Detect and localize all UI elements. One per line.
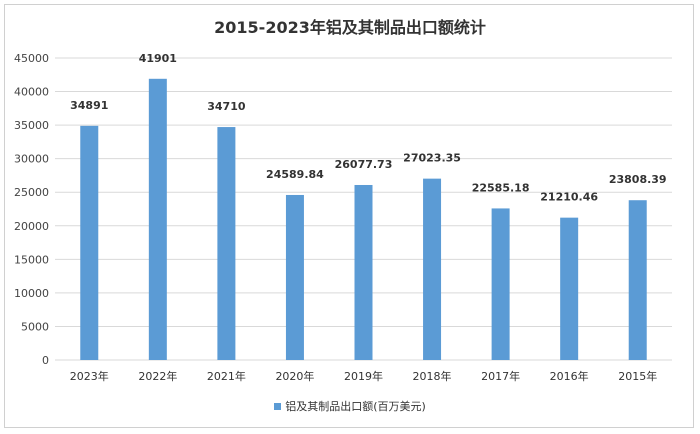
y-tick-label: 15000 (14, 253, 49, 266)
y-tick-label: 25000 (14, 186, 49, 199)
y-tick-label: 0 (42, 354, 49, 367)
chart-legend: 铝及其制品出口额(百万美元) (0, 398, 700, 414)
data-label: 34710 (207, 100, 246, 113)
x-tick-label: 2020年 (275, 369, 314, 383)
data-label: 26077.73 (335, 158, 393, 171)
y-tick-label: 20000 (14, 220, 49, 233)
legend-label: 铝及其制品出口额(百万美元) (285, 400, 426, 413)
chart-frame (4, 4, 694, 428)
y-tick-label: 35000 (14, 119, 49, 132)
bar (560, 217, 579, 360)
data-label: 22585.18 (472, 181, 530, 194)
data-label: 21210.46 (540, 191, 598, 204)
bar (628, 200, 647, 360)
bar (491, 208, 510, 360)
x-tick-label: 2018年 (413, 369, 452, 383)
x-tick-label: 2019年 (344, 369, 383, 383)
bar (217, 127, 236, 360)
data-label: 27023.35 (403, 152, 461, 165)
chart-title: 2015-2023年铝及其制品出口额统计 (214, 18, 486, 37)
bar (80, 125, 99, 360)
legend-swatch (274, 402, 282, 410)
y-tick-label: 5000 (21, 320, 49, 333)
bar (285, 194, 304, 360)
y-tick-label: 45000 (14, 52, 49, 65)
bar (354, 184, 373, 360)
y-tick-label: 10000 (14, 287, 49, 300)
bar (423, 178, 442, 360)
data-label: 41901 (139, 52, 177, 65)
x-tick-label: 2023年 (70, 369, 109, 383)
data-label: 34891 (70, 99, 108, 112)
x-tick-label: 2015年 (618, 369, 657, 383)
x-tick-label: 2021年 (207, 369, 246, 383)
x-tick-label: 2016年 (550, 369, 589, 383)
y-tick-label: 30000 (14, 153, 49, 166)
x-tick-label: 2022年 (138, 369, 177, 383)
y-tick-label: 40000 (14, 86, 49, 99)
data-label: 23808.39 (609, 173, 667, 186)
data-label: 24589.84 (266, 168, 324, 181)
x-tick-label: 2017年 (481, 369, 520, 383)
bar (148, 78, 167, 360)
